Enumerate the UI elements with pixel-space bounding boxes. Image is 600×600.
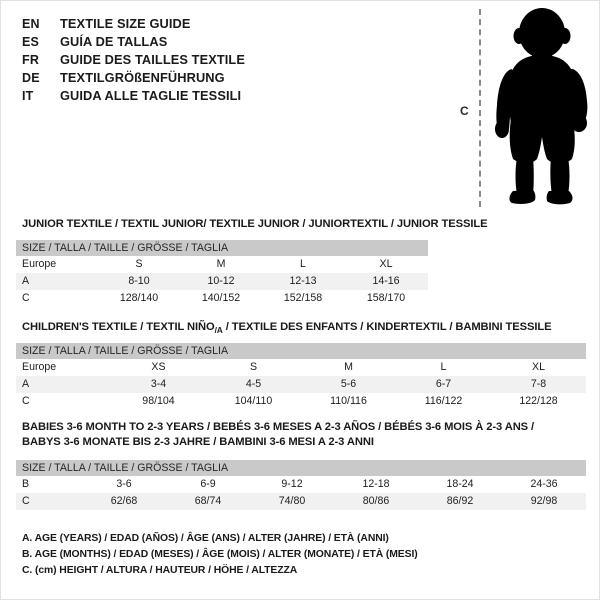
cell: L [262, 256, 344, 273]
babies-title-line-2: BABYS 3-6 MONATE BIS 2-3 JAHRE / BAMBINI… [22, 436, 374, 448]
junior-section-title: JUNIOR TEXTILE / TEXTIL JUNIOR/ TEXTILE … [22, 218, 488, 230]
cell: 152/158 [262, 290, 344, 307]
cell: 12-18 [334, 476, 418, 493]
cell: 24-36 [502, 476, 586, 493]
cell: 62/68 [82, 493, 166, 510]
language-header-block: EN TEXTILE SIZE GUIDE ES GUÍA DE TALLAS … [22, 15, 422, 105]
junior-table-header-label: SIZE / TALLA / TAILLE / GRÖSSE / TAGLIA [16, 240, 429, 256]
cell: 9-12 [250, 476, 334, 493]
table-row: C 98/104 104/110 110/116 116/122 122/128 [16, 393, 587, 410]
language-title: TEXTILE SIZE GUIDE [60, 16, 191, 31]
children-title-part2: / TEXTILE DES ENFANTS / KINDERTEXTIL / B… [222, 321, 552, 333]
language-title: GUIDE DES TAILLES TEXTILE [60, 52, 245, 67]
table-row: A 3-4 4-5 5-6 6-7 7-8 [16, 376, 587, 393]
language-row: IT GUIDA ALLE TAGLIE TESSILI [22, 87, 422, 105]
height-measure-dashed-line [479, 9, 481, 207]
cell: XL [344, 256, 429, 273]
language-title: TEXTILGRÖßENFÜHRUNG [60, 70, 225, 85]
cell: 6-7 [396, 376, 491, 393]
cell: 3-4 [111, 376, 206, 393]
cell: 92/98 [502, 493, 586, 510]
cell: 12-13 [262, 273, 344, 290]
language-code: FR [22, 53, 40, 67]
cell: 4-5 [206, 376, 301, 393]
language-row: EN TEXTILE SIZE GUIDE [22, 15, 422, 33]
cell: 158/170 [344, 290, 429, 307]
row-label: A [16, 376, 111, 393]
cell: XS [111, 359, 206, 376]
cell: 140/152 [180, 290, 262, 307]
cell: 86/92 [418, 493, 502, 510]
cell: 10-12 [180, 273, 262, 290]
cell: 18-24 [418, 476, 502, 493]
language-title: GUIDA ALLE TAGLIE TESSILI [60, 88, 242, 103]
table-row: C 128/140 140/152 152/158 158/170 [16, 290, 429, 307]
children-section-title: CHILDREN'S TEXTILE / TEXTIL NIÑO/A / TEX… [22, 320, 552, 338]
toddler-silhouette-icon [495, 8, 588, 205]
cell: 116/122 [396, 393, 491, 410]
babies-title-line-1: BABIES 3-6 MONTH TO 2-3 YEARS / BEBÉS 3-… [22, 421, 535, 433]
junior-table-header-row: SIZE / TALLA / TAILLE / GRÖSSE / TAGLIA [16, 240, 429, 256]
cell: S [206, 359, 301, 376]
babies-section-title: BABIES 3-6 MONTH TO 2-3 YEARS / BEBÉS 3-… [22, 420, 534, 450]
language-row: FR GUIDE DES TAILLES TEXTILE [22, 51, 422, 69]
table-row: Europe S M L XL [16, 256, 429, 273]
language-row: ES GUÍA DE TALLAS [22, 33, 422, 51]
language-code: EN [22, 17, 40, 31]
children-table-header-label: SIZE / TALLA / TAILLE / GRÖSSE / TAGLIA [16, 343, 587, 359]
language-code: ES [22, 35, 40, 49]
cell: 80/86 [334, 493, 418, 510]
table-row: A 8-10 10-12 12-13 14-16 [16, 273, 429, 290]
language-title: GUÍA DE TALLAS [60, 34, 168, 49]
cell: 74/80 [250, 493, 334, 510]
cell: L [396, 359, 491, 376]
cell: 68/74 [166, 493, 250, 510]
cell: 5-6 [301, 376, 396, 393]
row-label: Europe [16, 256, 98, 273]
cell: 122/128 [491, 393, 587, 410]
cell: 98/104 [111, 393, 206, 410]
cell: XL [491, 359, 587, 376]
row-label: Europe [16, 359, 111, 376]
table-row: Europe XS S M L XL [16, 359, 587, 376]
cell: 3-6 [82, 476, 166, 493]
cell: M [301, 359, 396, 376]
junior-size-table: SIZE / TALLA / TAILLE / GRÖSSE / TAGLIA … [16, 240, 429, 307]
legend-line-a: A. AGE (YEARS) / EDAD (AÑOS) / ÂGE (ANS)… [22, 533, 389, 544]
babies-table-header-row: SIZE / TALLA / TAILLE / GRÖSSE / TAGLIA [16, 460, 586, 476]
cell: M [180, 256, 262, 273]
cell: 6-9 [166, 476, 250, 493]
legend-line-c: C. (cm) HEIGHT / ALTURA / HAUTEUR / HÖHE… [22, 565, 298, 576]
row-label: C [16, 290, 98, 307]
row-label: A [16, 273, 98, 290]
table-row: C 62/68 68/74 74/80 80/86 86/92 92/98 [16, 493, 586, 510]
height-measurement-figure: C [441, 1, 600, 213]
children-size-table: SIZE / TALLA / TAILLE / GRÖSSE / TAGLIA … [16, 343, 587, 410]
row-label: C [16, 393, 111, 410]
babies-size-table: SIZE / TALLA / TAILLE / GRÖSSE / TAGLIA … [16, 460, 586, 510]
cell: 7-8 [491, 376, 587, 393]
height-measure-label: C [460, 104, 469, 118]
children-title-part1: CHILDREN'S TEXTILE / TEXTIL NIÑO [22, 321, 215, 333]
babies-table-header-label: SIZE / TALLA / TAILLE / GRÖSSE / TAGLIA [16, 460, 586, 476]
cell: 14-16 [344, 273, 429, 290]
children-table-header-row: SIZE / TALLA / TAILLE / GRÖSSE / TAGLIA [16, 343, 587, 359]
cell: S [98, 256, 180, 273]
children-title-subscript: /A [214, 325, 223, 336]
language-row: DE TEXTILGRÖßENFÜHRUNG [22, 69, 422, 87]
cell: 104/110 [206, 393, 301, 410]
language-code: IT [22, 89, 34, 103]
row-label: B [16, 476, 82, 493]
legend-line-b: B. AGE (MONTHS) / EDAD (MESES) / ÂGE (MO… [22, 549, 418, 560]
cell: 128/140 [98, 290, 180, 307]
cell: 8-10 [98, 273, 180, 290]
row-label: C [16, 493, 82, 510]
language-code: DE [22, 71, 40, 85]
table-row: B 3-6 6-9 9-12 12-18 18-24 24-36 [16, 476, 586, 493]
cell: 110/116 [301, 393, 396, 410]
